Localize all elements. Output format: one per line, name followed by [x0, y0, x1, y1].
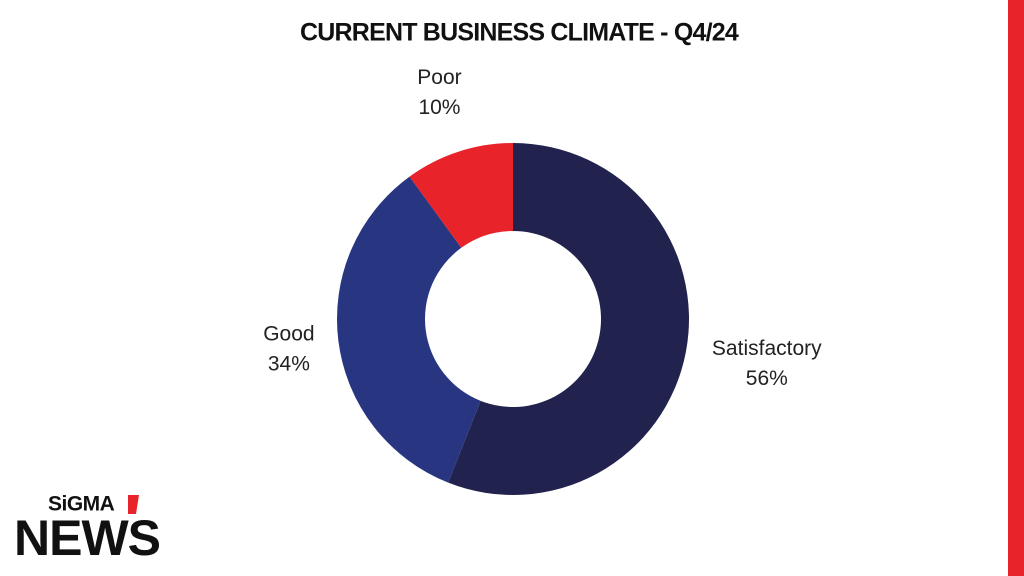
- logo: SiGMA NEWS: [14, 493, 161, 567]
- slice-label: Poor: [417, 66, 461, 89]
- slice-value-label: 10%: [418, 96, 460, 119]
- edge-bar: [1008, 0, 1024, 576]
- slice: [448, 143, 689, 495]
- logo-brand: SiGMA: [48, 493, 115, 516]
- donut: Satisfactory 56% Good 34% Poor 10%: [263, 66, 822, 495]
- slice-value-label: 34%: [268, 352, 310, 375]
- logo-news: NEWS: [14, 510, 160, 566]
- slice-label: Good: [263, 322, 314, 345]
- chart-title: CURRENT BUSINESS CLIMATE - Q4/24: [300, 19, 739, 47]
- slice-value-label: 56%: [746, 367, 788, 390]
- slice: [337, 176, 481, 483]
- slice: [409, 143, 513, 248]
- slice-label: Satisfactory: [712, 337, 822, 360]
- logo-flag: [128, 495, 139, 514]
